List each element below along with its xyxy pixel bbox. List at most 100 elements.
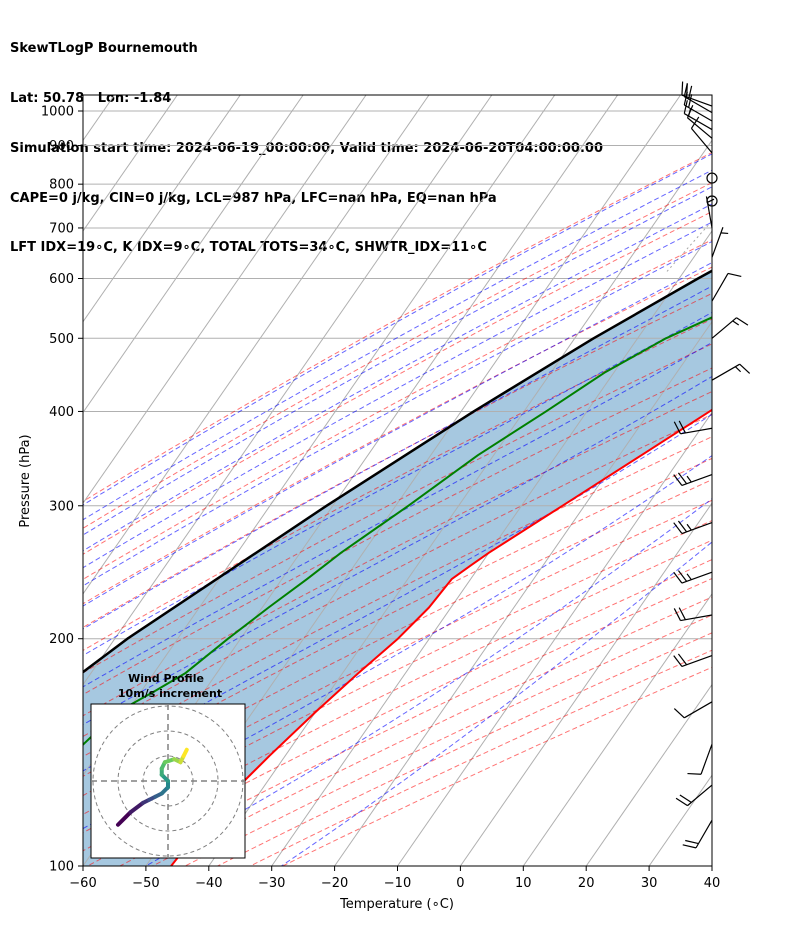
wind-barb	[683, 83, 713, 114]
y-tick-label: 100	[49, 860, 74, 875]
y-tick-label: 800	[49, 178, 74, 193]
isotherm-gridline	[83, 95, 430, 595]
y-tick-label: 1000	[41, 104, 74, 119]
isotherm-gridline	[83, 95, 367, 505]
x-tick-label: −20	[321, 876, 348, 891]
dry-adiabat	[249, 649, 712, 866]
hodograph-trace-segment	[181, 747, 189, 758]
isotherm-gridline	[459, 502, 712, 866]
dry-adiabat	[83, 292, 712, 628]
moist-adiabat	[83, 311, 712, 657]
x-tick-label: −40	[195, 876, 222, 891]
wind-barb	[683, 91, 713, 122]
dewpoint-profile	[83, 316, 712, 747]
dry-adiabat	[83, 520, 712, 834]
dry-adiabat	[83, 182, 712, 529]
hodograph-trace-segment	[128, 800, 145, 815]
hodograph-subtitle: 10m/s increment	[118, 687, 222, 700]
y-tick-label: 200	[49, 632, 74, 647]
title-line-1: SkewTLogP Bournemouth	[10, 41, 198, 57]
isotherm-gridline	[711, 865, 712, 866]
hodograph-inset: Wind Profile 10m/s increment	[90, 672, 246, 859]
wind-barb	[682, 819, 713, 849]
title-line-5: LFT IDX=19∘C, K IDX=9∘C, TOTAL TOTS=34∘C…	[10, 240, 487, 256]
y-tick-label: 700	[49, 221, 74, 236]
dry-adiabat	[87, 559, 712, 866]
isotherm-gridline	[83, 95, 178, 232]
isotherm-gridline	[208, 139, 712, 866]
dry-adiabat	[83, 457, 712, 777]
dry-adiabat	[83, 479, 712, 797]
y-axis-label: Pressure (hPa)	[18, 434, 33, 527]
wind-barb	[687, 743, 713, 775]
wind-barbs	[673, 81, 751, 849]
moist-adiabat	[83, 240, 712, 587]
moist-adiabat	[83, 203, 712, 552]
wind-barb	[673, 607, 713, 622]
x-tick-label: 0	[456, 876, 464, 891]
moist-adiabat	[83, 413, 712, 772]
mixing-ratio-line	[729, 95, 794, 272]
y-tick-label: 500	[49, 332, 74, 347]
x-tick-label: −60	[69, 876, 96, 891]
y-tick-label: 600	[49, 272, 74, 287]
x-tick-label: −30	[258, 876, 285, 891]
temperature-profile	[170, 408, 712, 866]
x-tick-label: 30	[641, 876, 658, 891]
y-tick-label: 400	[49, 405, 74, 420]
wind-barb	[690, 116, 713, 154]
moist-adiabat	[83, 221, 712, 569]
moist-adiabat	[145, 498, 712, 866]
x-tick-label: −50	[132, 876, 159, 891]
wind-barb	[686, 105, 713, 139]
y-tick-label: 900	[49, 139, 74, 154]
dry-adiabat	[83, 539, 712, 852]
dry-adiabat	[83, 211, 712, 555]
dry-adiabat	[217, 632, 712, 866]
moist-adiabat	[83, 285, 712, 630]
moist-adiabat	[83, 169, 712, 521]
mixing-ratio-line	[780, 95, 794, 272]
wind-barb	[711, 317, 749, 339]
x-tick-label: −10	[384, 876, 411, 891]
hodograph-ring	[117, 730, 219, 832]
isotherm-gridline	[522, 593, 712, 866]
hodograph-trace-segment	[116, 810, 133, 827]
wind-barb	[711, 363, 751, 381]
dry-adiabat	[83, 436, 712, 758]
x-axis-label: Temperature (∘C)	[339, 897, 454, 912]
title-line-4: CAPE=0 j/kg, CIN=0 j/kg, LCL=987 hPa, LF…	[10, 190, 497, 206]
isotherm-gridline	[648, 774, 712, 866]
wind-barb	[673, 420, 713, 435]
x-tick-label: 10	[515, 876, 532, 891]
parcel-profile	[83, 269, 712, 674]
isotherm-gridline	[397, 411, 712, 866]
wind-barb	[706, 172, 718, 184]
wind-barb	[673, 701, 713, 719]
wind-barb	[673, 653, 713, 668]
wind-barb	[673, 570, 713, 584]
dry-adiabat	[83, 239, 712, 580]
isotherm-gridline	[271, 230, 712, 866]
wind-barb	[673, 472, 713, 487]
moist-adiabat	[83, 186, 712, 536]
dry-adiabat	[184, 614, 712, 866]
moist-adiabat	[83, 341, 712, 688]
wind-barb	[673, 520, 713, 535]
dry-adiabat	[83, 266, 712, 605]
x-tick-label: 40	[704, 876, 721, 891]
moist-adiabat	[83, 153, 712, 506]
wind-barb	[675, 784, 713, 807]
wind-barb	[711, 227, 729, 258]
wind-barb	[705, 196, 715, 229]
y-tick-label: 300	[49, 499, 74, 514]
moist-adiabat	[83, 455, 712, 830]
wind-barb	[711, 272, 742, 302]
isotherm-gridline	[83, 95, 493, 686]
axes: Temperature (∘C) Pressure (hPa) −60 −50 −4…	[18, 104, 720, 912]
dry-adiabat	[83, 151, 712, 503]
isotherm-gridline	[83, 95, 241, 323]
hodograph-title: Wind Profile	[128, 672, 204, 685]
x-tick-label: 20	[578, 876, 595, 891]
